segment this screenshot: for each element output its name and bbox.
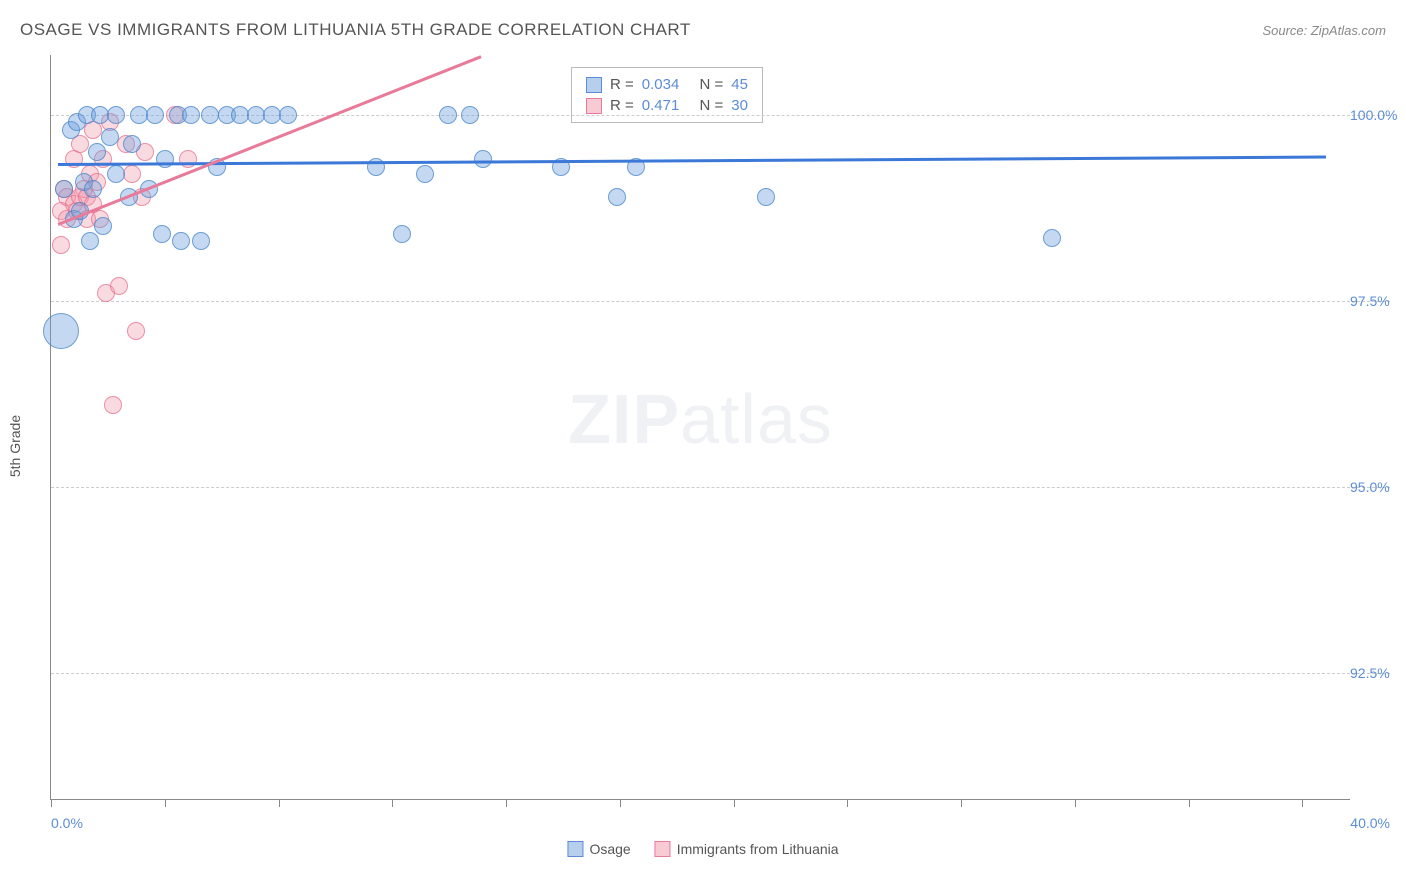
data-point xyxy=(127,322,145,340)
chart-source: Source: ZipAtlas.com xyxy=(1262,23,1386,38)
x-tick xyxy=(734,799,735,807)
swatch-blue-icon xyxy=(567,841,583,857)
x-tick xyxy=(961,799,962,807)
stats-row-lithuania: R = 0.471 N = 30 xyxy=(586,95,748,116)
x-tick xyxy=(620,799,621,807)
data-point xyxy=(153,225,171,243)
data-point xyxy=(1043,229,1061,247)
y-axis-label: 5th Grade xyxy=(7,415,23,477)
data-point xyxy=(439,106,457,124)
data-point xyxy=(110,277,128,295)
data-point xyxy=(88,143,106,161)
x-tick xyxy=(392,799,393,807)
gridline xyxy=(51,487,1390,488)
x-tick xyxy=(1189,799,1190,807)
x-min-label: 0.0% xyxy=(51,815,83,831)
y-tick-label: 97.5% xyxy=(1350,293,1406,309)
trend-line xyxy=(57,156,1325,166)
series-legend: Osage Immigrants from Lithuania xyxy=(567,841,838,857)
x-max-label: 40.0% xyxy=(1350,815,1390,831)
data-point xyxy=(474,150,492,168)
swatch-pink-icon xyxy=(655,841,671,857)
data-point xyxy=(757,188,775,206)
x-tick xyxy=(279,799,280,807)
y-tick-label: 100.0% xyxy=(1350,107,1406,123)
data-point xyxy=(107,106,125,124)
data-point xyxy=(43,313,79,349)
data-point xyxy=(393,225,411,243)
data-point xyxy=(123,135,141,153)
y-tick-label: 92.5% xyxy=(1350,665,1406,681)
data-point xyxy=(192,232,210,250)
chart-title: OSAGE VS IMMIGRANTS FROM LITHUANIA 5TH G… xyxy=(20,20,691,40)
data-point xyxy=(608,188,626,206)
plot-area: ZIPatlas R = 0.034 N = 45 R = 0.471 N = … xyxy=(50,55,1350,800)
y-tick-label: 95.0% xyxy=(1350,479,1406,495)
stats-row-osage: R = 0.034 N = 45 xyxy=(586,74,748,95)
legend-item-osage: Osage xyxy=(567,841,630,857)
data-point xyxy=(279,106,297,124)
x-tick xyxy=(51,799,52,807)
data-point xyxy=(81,232,99,250)
watermark: ZIPatlas xyxy=(568,379,833,459)
data-point xyxy=(107,165,125,183)
data-point xyxy=(55,180,73,198)
x-tick xyxy=(1075,799,1076,807)
data-point xyxy=(52,236,70,254)
data-point xyxy=(461,106,479,124)
data-point xyxy=(182,106,200,124)
data-point xyxy=(172,232,190,250)
data-point xyxy=(104,396,122,414)
data-point xyxy=(101,128,119,146)
data-point xyxy=(94,217,112,235)
chart-header: OSAGE VS IMMIGRANTS FROM LITHUANIA 5TH G… xyxy=(20,20,1386,40)
gridline xyxy=(51,301,1390,302)
x-tick xyxy=(165,799,166,807)
x-tick xyxy=(847,799,848,807)
gridline xyxy=(51,673,1390,674)
data-point xyxy=(179,150,197,168)
x-tick xyxy=(1302,799,1303,807)
legend-item-lithuania: Immigrants from Lithuania xyxy=(655,841,839,857)
data-point xyxy=(84,180,102,198)
data-point xyxy=(416,165,434,183)
data-point xyxy=(146,106,164,124)
data-point xyxy=(156,150,174,168)
x-tick xyxy=(506,799,507,807)
swatch-pink-icon xyxy=(586,98,602,114)
swatch-blue-icon xyxy=(586,77,602,93)
data-point xyxy=(123,165,141,183)
